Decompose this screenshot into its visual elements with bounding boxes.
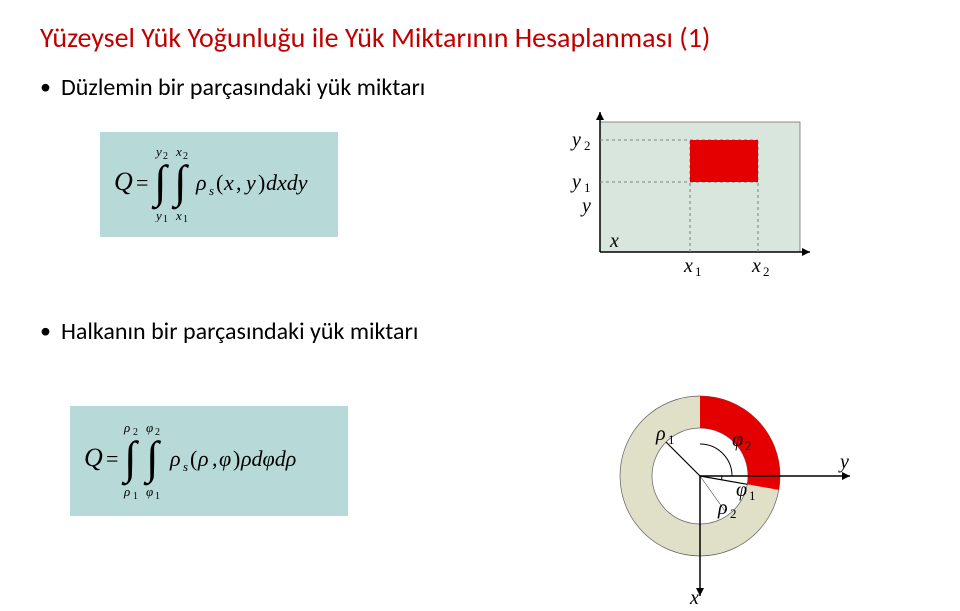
svg-text:(: ( [190,446,197,471]
section-1: Q = ∫ y 2 y 1 ∫ x 2 x 1 ρ s ( x , y ) dx… [40,112,920,297]
svg-text:y: y [580,195,591,217]
svg-text:ρ: ρ [655,423,666,445]
svg-text:): ) [233,446,240,471]
svg-text:2: 2 [730,506,737,521]
svg-text:Q: Q [84,443,103,472]
svg-text:dxdy: dxdy [266,170,308,195]
svg-text:ρdφdρ: ρdφdρ [240,446,296,471]
svg-text:2: 2 [163,151,168,162]
svg-text:ρ: ρ [717,497,728,519]
formula-2: Q = ∫ ρ 2 ρ 1 ∫ φ 2 φ 1 ρ s ( ρ , φ ) ρd… [70,406,348,516]
svg-text:ρ: ρ [195,170,207,195]
svg-text:y: y [154,208,162,222]
svg-text:=: = [136,170,148,195]
svg-text:1: 1 [668,432,675,447]
svg-text:2: 2 [183,151,188,162]
svg-text:1: 1 [155,491,160,501]
diagram-1-svg: x y x 1 x 2 y 1 y 2 [540,112,840,292]
svg-text:y: y [838,451,849,473]
svg-text:2: 2 [763,264,770,279]
svg-text:Q: Q [114,167,133,196]
svg-text:,: , [212,446,218,471]
svg-text:x: x [689,587,699,606]
svg-text:x: x [751,255,761,277]
svg-text:x: x [175,208,182,222]
bullet-marker: • [40,317,51,344]
diagram-2: y x ρ 1 ρ 2 φ 1 φ 2 [580,366,860,611]
section-2: Q = ∫ ρ 2 ρ 1 ∫ φ 2 φ 1 ρ s ( ρ , φ ) ρd… [40,376,920,611]
svg-text:x: x [175,144,182,159]
svg-text:): ) [258,170,265,195]
svg-text:φ: φ [146,484,153,499]
svg-text:∫: ∫ [121,432,139,486]
svg-text:,: , [236,170,242,195]
svg-text:1: 1 [133,491,138,501]
bullet-marker: • [40,73,51,100]
svg-text:y: y [244,170,256,195]
svg-text:2: 2 [155,427,160,438]
svg-text:φ: φ [736,479,747,501]
svg-text:φ: φ [146,420,153,435]
formula-2-svg: Q = ∫ ρ 2 ρ 1 ∫ φ 2 φ 1 ρ s ( ρ , φ ) ρd… [84,416,334,501]
bullet-2-text: Halkanın bir parçasındaki yük miktarı [61,317,418,346]
svg-text:=: = [106,446,118,471]
svg-text:x: x [223,170,234,195]
diagram-2-svg: y x ρ 1 ρ 2 φ 1 φ 2 [580,366,860,606]
svg-text:1: 1 [749,488,756,503]
svg-text:2: 2 [133,427,138,438]
diagram-1: x y x 1 x 2 y 1 y 2 [540,112,840,297]
svg-text:1: 1 [695,264,702,279]
svg-text:2: 2 [745,438,752,453]
bullet-1-text: Düzlemin bir parçasındaki yük miktarı [61,73,425,102]
svg-text:∫: ∫ [171,156,189,210]
svg-text:s: s [183,459,188,474]
svg-text:ρ: ρ [123,484,130,499]
svg-text:(: ( [216,170,223,195]
svg-text:ρ: ρ [123,420,130,435]
svg-text:φ: φ [219,446,231,471]
page-title: Yüzeysel Yük Yoğunluğu ile Yük Miktarını… [40,20,920,55]
svg-text:1: 1 [584,180,591,195]
svg-text:s: s [209,183,214,198]
svg-text:ρ: ρ [197,446,209,471]
svg-text:y: y [154,144,162,159]
bullet-1-row: • Düzlemin bir parçasındaki yük miktarı [40,73,920,102]
svg-text:∫: ∫ [151,156,169,210]
svg-text:∫: ∫ [143,432,161,486]
svg-text:y: y [570,129,581,151]
bullet-2-row: • Halkanın bir parçasındaki yük miktarı [40,317,920,346]
svg-text:1: 1 [183,214,188,222]
svg-text:x: x [683,255,693,277]
svg-text:2: 2 [584,138,591,153]
svg-text:1: 1 [163,214,168,222]
formula-1: Q = ∫ y 2 y 1 ∫ x 2 x 1 ρ s ( x , y ) dx… [100,132,338,237]
svg-text:y: y [570,171,581,193]
svg-text:x: x [609,230,619,252]
formula-1-svg: Q = ∫ y 2 y 1 ∫ x 2 x 1 ρ s ( x , y ) dx… [114,142,324,222]
svg-text:φ: φ [732,429,743,451]
svg-text:ρ: ρ [169,446,181,471]
